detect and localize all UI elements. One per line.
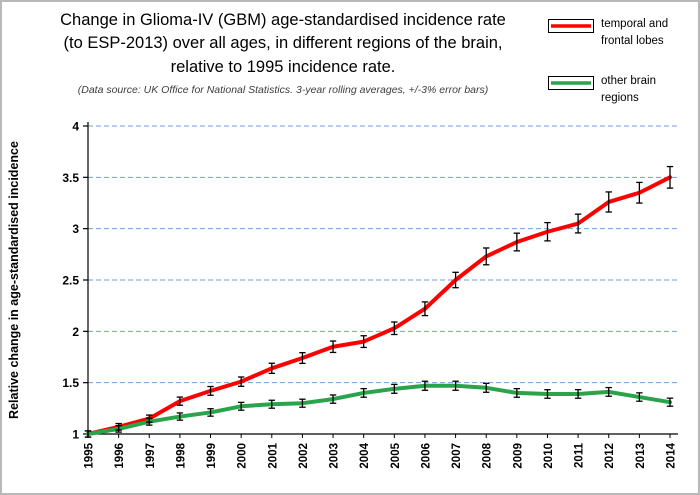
- y-axis-title: Relative change in age-standardised inci…: [7, 141, 21, 419]
- legend-key-red-line-icon: [548, 19, 594, 33]
- chart-header: Change in Glioma-IV (GBM) age-standardis…: [14, 9, 552, 96]
- x-tick-label: 2005: [390, 442, 402, 468]
- x-tick-label: 2014: [666, 442, 678, 468]
- x-tick-label: 2009: [512, 443, 524, 469]
- chart-subtitle: (Data source: UK Office for National Sta…: [77, 84, 489, 97]
- legend-item-other-regions: other brain regions: [548, 73, 690, 108]
- x-tick-label: 2012: [604, 443, 616, 469]
- y-tick-label: 3.5: [62, 171, 79, 185]
- x-tick-label: 2011: [574, 442, 586, 468]
- chart-legend: temporal and frontal lobes other brain r…: [548, 16, 690, 107]
- series-line: [86, 383, 672, 436]
- x-tick-label: 1998: [175, 442, 187, 468]
- x-tick-label: 1997: [145, 443, 157, 469]
- y-tick-label: 4: [72, 120, 79, 134]
- x-tick-label: 2008: [482, 442, 494, 468]
- y-tick-label: 2: [72, 325, 79, 339]
- chart-title-line: (to ESP-2013) over all ages, in differen…: [63, 34, 503, 53]
- x-tick-label: 2004: [359, 442, 371, 468]
- x-tick-label: 2001: [267, 442, 279, 468]
- x-tick-label: 1996: [114, 443, 126, 469]
- legend-label-line: regions: [601, 91, 639, 104]
- chart-title-line: Change in Glioma-IV (GBM) age-standardis…: [60, 11, 506, 29]
- legend-label: temporal and frontal lobes: [601, 16, 668, 51]
- legend-label-line: other brain: [601, 74, 656, 87]
- x-tick-label: 1995: [84, 442, 96, 468]
- x-tick-label: 1999: [206, 443, 218, 469]
- legend-label-line: temporal and: [601, 18, 669, 30]
- legend-key-green-line-icon: [548, 75, 594, 90]
- x-tick-label: 2010: [543, 443, 555, 469]
- x-tick-label: 2013: [635, 443, 647, 469]
- legend-label: other brain regions: [601, 73, 656, 108]
- x-tick-label: 2007: [451, 443, 463, 469]
- chart-title: Change in Glioma-IV (GBM) age-standardis…: [14, 9, 552, 79]
- y-tick-label: 3: [72, 222, 79, 236]
- chart-title-line: relative to 1995 incidence rate.: [170, 57, 396, 76]
- chart-svg: 1 1.5 2 2.5 3 3.5 4 1995 1996 1997 1998 1999 2000 200…: [7, 120, 678, 469]
- y-tick-label: 1.5: [62, 376, 79, 390]
- legend-label-line: frontal lobes: [601, 35, 664, 48]
- x-tick-label: 2002: [298, 443, 310, 469]
- x-tick-label: 2000: [237, 443, 249, 469]
- x-tick-label: 2006: [420, 443, 432, 469]
- y-tick-label: 2.5: [62, 274, 79, 288]
- x-tick-label: 2003: [329, 443, 341, 469]
- legend-item-temporal-frontal: temporal and frontal lobes: [548, 16, 690, 51]
- series-line: [86, 175, 672, 436]
- y-tick-label: 1: [72, 428, 79, 442]
